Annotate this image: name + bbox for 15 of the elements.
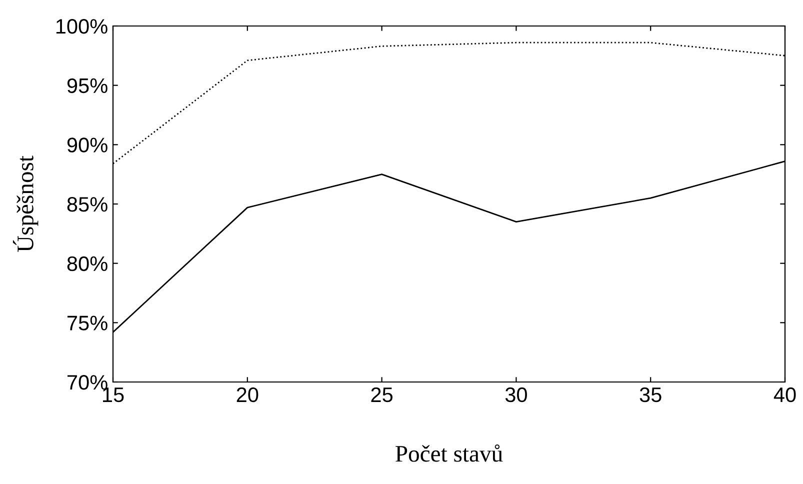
y-axis-title: Úspěšnost — [12, 156, 38, 252]
x-axis-title: Počet stavů — [396, 444, 503, 462]
x-tick-label: 40 — [774, 387, 796, 402]
x-tick-label: 20 — [236, 387, 258, 402]
x-tick-label: 25 — [371, 387, 393, 402]
y-tick-label: 85% — [67, 197, 108, 212]
y-tick-label: 90% — [67, 138, 108, 152]
y-tick-label: 95% — [67, 78, 108, 94]
y-tick-label: 70% — [68, 375, 108, 390]
x-tick-label: 30 — [505, 387, 527, 402]
x-tick-label: 35 — [640, 387, 662, 402]
y-tick-label: 75% — [68, 316, 108, 330]
y-tick-label: 80% — [67, 256, 108, 272]
x-tick-label: 15 — [103, 388, 124, 402]
y-tick-label: 100% — [56, 19, 108, 34]
